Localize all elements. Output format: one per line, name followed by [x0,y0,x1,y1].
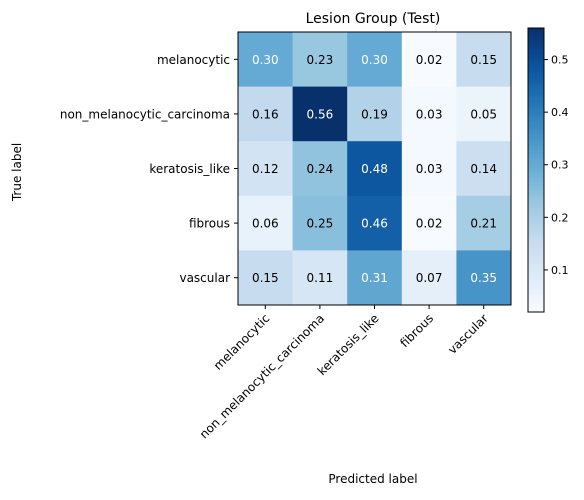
heatmap-cell [347,86,403,142]
cell-value-label: 0.56 [307,107,334,121]
cell-value-label: 0.46 [361,217,388,231]
cell-value-label: 0.14 [470,162,497,176]
cell-value-label: 0.21 [470,217,497,231]
colorbar-tick-label: 0.2 [551,211,569,224]
cell-value-label: 0.23 [307,53,334,67]
heatmap-cell [347,141,403,197]
heatmap-cell [347,195,403,251]
x-axis-label: Predicted label [328,472,417,486]
cell-value-label: 0.30 [361,53,388,67]
colorbar-tick-label: 0.5 [551,54,569,67]
heatmap-cell [238,141,294,197]
cell-value-label: 0.07 [416,271,443,285]
heatmap-cell [456,250,512,306]
heatmap-cell [292,86,348,142]
x-tick-label: fibrous [397,311,436,350]
cell-value-label: 0.31 [361,271,388,285]
chart-title: Lesion Group (Test) [306,11,441,27]
cell-value-label: 0.06 [252,217,279,231]
heatmap-cell [292,141,348,197]
heatmap-cell [292,250,348,306]
heatmap-cell [292,195,348,251]
x-tick-labels: melanocyticnon_melanocytic_carcinomakera… [197,305,491,441]
x-tick-label: melanocytic [211,311,273,373]
heatmap-cell [401,250,457,306]
cell-value-label: 0.11 [307,271,334,285]
heatmap-cell [456,86,512,142]
cell-value-label: 0.15 [252,271,279,285]
heatmap-cell [238,195,294,251]
heatmap-cell [401,195,457,251]
x-tick-label: vascular [445,311,491,357]
heatmap-cell [238,32,294,88]
cell-value-label: 0.02 [416,53,443,67]
heatmap-cell [456,141,512,197]
colorbar-tick-label: 0.3 [551,159,569,172]
y-tick-label: fibrous [189,217,230,231]
cell-value-label: 0.02 [416,217,443,231]
colorbar-gradient [527,27,545,313]
cell-value-label: 0.03 [416,162,443,176]
heatmap-cell [238,250,294,306]
y-tick-label: melanocytic [157,53,230,67]
heatmap-cell [401,141,457,197]
cell-value-label: 0.03 [416,107,443,121]
cell-value-label: 0.19 [361,107,388,121]
heatmap-cell [456,32,512,88]
heatmap-cell [347,32,403,88]
heatmap-cell [347,250,403,306]
cell-value-label: 0.35 [470,271,497,285]
cell-value-label: 0.12 [252,162,279,176]
colorbar: 0.1 0.2 0.3 0.4 0.5 [527,27,569,313]
y-tick-labels: melanocytic non_melanocytic_carcinomakera… [60,53,238,285]
y-tick-label: vascular [179,271,230,285]
heatmap-cell [401,32,457,88]
heatmap-cell [401,86,457,142]
heatmap-cell [456,195,512,251]
cell-value-label: 0.25 [307,217,334,231]
cell-value-label: 0.48 [361,162,388,176]
colorbar-tick-label: 0.4 [551,106,569,119]
cell-value-label: 0.15 [470,53,497,67]
cell-value-label: 0.05 [470,107,497,121]
colorbar-tick-label: 0.1 [551,264,569,277]
y-tick-label: non_melanocytic_carcinoma [60,107,230,121]
y-axis-label: True label [10,143,24,202]
cell-value-label: 0.24 [307,162,334,176]
heatmap-cell [292,32,348,88]
y-tick-label: keratosis_like [149,162,230,176]
heatmap-cell [238,86,294,142]
cell-value-label: 0.16 [252,107,279,121]
heatmap-cells: 0.30 0.23 0.30 0.02 0.15 0.16 0.56 0.19 0.03 0.05… [237,31,512,306]
cell-value-label: 0.30 [252,53,279,67]
